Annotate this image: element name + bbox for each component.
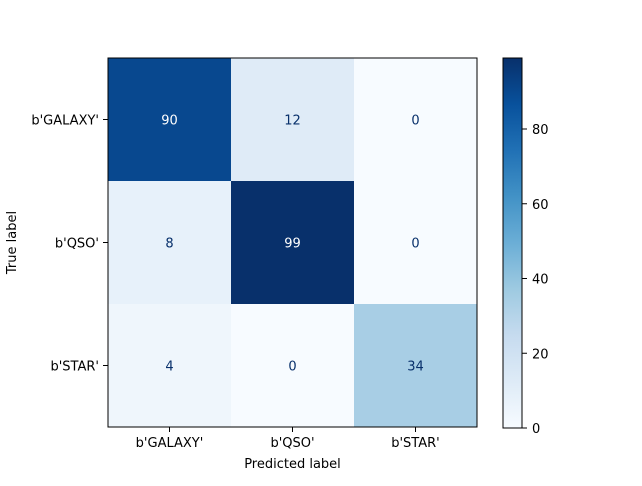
colorbar-tick-label: 0 [532, 422, 540, 437]
colorbar-ticks: 0 20 40 60 80 [522, 123, 549, 437]
x-tick-label: b'GALAXY' [136, 436, 204, 451]
cell-value-label: 0 [288, 360, 296, 375]
cell-value-label: 90 [161, 114, 178, 129]
heatmap-cell-labels: 90 12 0 8 99 0 4 0 34 [161, 114, 424, 375]
cell-value-label: 0 [411, 114, 419, 129]
heatmap-cell [354, 58, 478, 182]
y-tick-label: b'QSO' [55, 237, 99, 252]
heatmap-cell [354, 304, 478, 428]
y-tick-label: b'STAR' [50, 360, 99, 375]
cell-value-label: 34 [407, 360, 424, 375]
x-tick-label: b'QSO' [270, 436, 314, 451]
colorbar-tick-label: 80 [532, 123, 549, 138]
cell-value-label: 99 [284, 237, 301, 252]
colorbar-tick-label: 20 [532, 347, 549, 362]
colorbar-tick-label: 40 [532, 273, 549, 288]
y-axis-ticks: b'GALAXY' b'QSO' b'STAR' [31, 114, 108, 375]
heatmap-cell [108, 58, 232, 182]
colorbar-tick-label: 60 [532, 198, 549, 213]
heatmap-cell [354, 181, 478, 305]
y-tick-label: b'GALAXY' [31, 114, 99, 129]
cell-value-label: 0 [411, 237, 419, 252]
heatmap-cells [108, 58, 478, 428]
y-axis-label: True label [5, 211, 20, 275]
heatmap-cell [231, 181, 355, 305]
x-axis-label: Predicted label [244, 457, 341, 472]
heatmap-cell [108, 304, 232, 428]
colorbar [502, 57, 523, 429]
heatmap-cell [108, 181, 232, 305]
cell-value-label: 4 [165, 360, 173, 375]
heatmap-cell [231, 304, 355, 428]
cell-value-label: 12 [284, 114, 301, 129]
x-axis-ticks: b'GALAXY' b'QSO' b'STAR' [136, 427, 440, 451]
x-tick-label: b'STAR' [391, 436, 440, 451]
cell-value-label: 8 [165, 237, 173, 252]
heatmap-cell [231, 58, 355, 182]
